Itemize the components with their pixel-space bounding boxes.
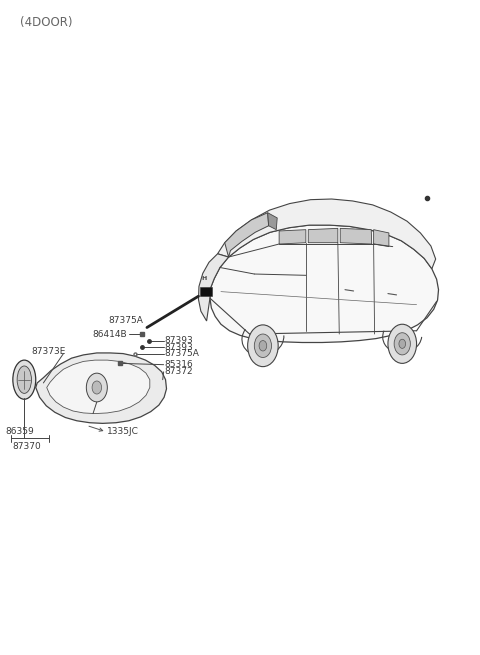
Text: 87373E: 87373E	[31, 347, 65, 356]
Text: 85316: 85316	[165, 360, 193, 369]
Circle shape	[388, 324, 417, 364]
Text: 87393: 87393	[165, 343, 193, 352]
Polygon shape	[340, 229, 372, 244]
Text: (4DOOR): (4DOOR)	[21, 16, 73, 29]
Circle shape	[92, 381, 102, 394]
Ellipse shape	[13, 360, 36, 400]
Text: 86359: 86359	[5, 427, 34, 436]
Polygon shape	[225, 213, 269, 257]
Circle shape	[248, 325, 278, 367]
Text: 1335JC: 1335JC	[108, 427, 139, 436]
Polygon shape	[210, 225, 439, 343]
Text: 87393: 87393	[165, 336, 193, 345]
Text: 87372: 87372	[165, 367, 193, 377]
Bar	[200, 287, 212, 296]
Polygon shape	[47, 360, 150, 413]
Polygon shape	[199, 253, 228, 321]
Polygon shape	[36, 353, 167, 423]
Polygon shape	[279, 230, 306, 244]
Polygon shape	[308, 229, 338, 243]
Polygon shape	[268, 213, 277, 230]
Circle shape	[399, 339, 406, 348]
Text: H: H	[201, 276, 206, 281]
Text: 87370: 87370	[12, 441, 41, 451]
Circle shape	[86, 373, 108, 402]
Text: 87371A: 87371A	[75, 412, 110, 421]
Text: 87375A: 87375A	[165, 349, 200, 358]
Circle shape	[259, 341, 267, 351]
Ellipse shape	[17, 366, 32, 394]
Text: 87375A: 87375A	[109, 316, 144, 325]
Circle shape	[394, 333, 410, 355]
Polygon shape	[373, 230, 389, 247]
Circle shape	[254, 334, 272, 358]
Polygon shape	[217, 199, 436, 269]
Text: 86414B: 86414B	[92, 329, 127, 339]
